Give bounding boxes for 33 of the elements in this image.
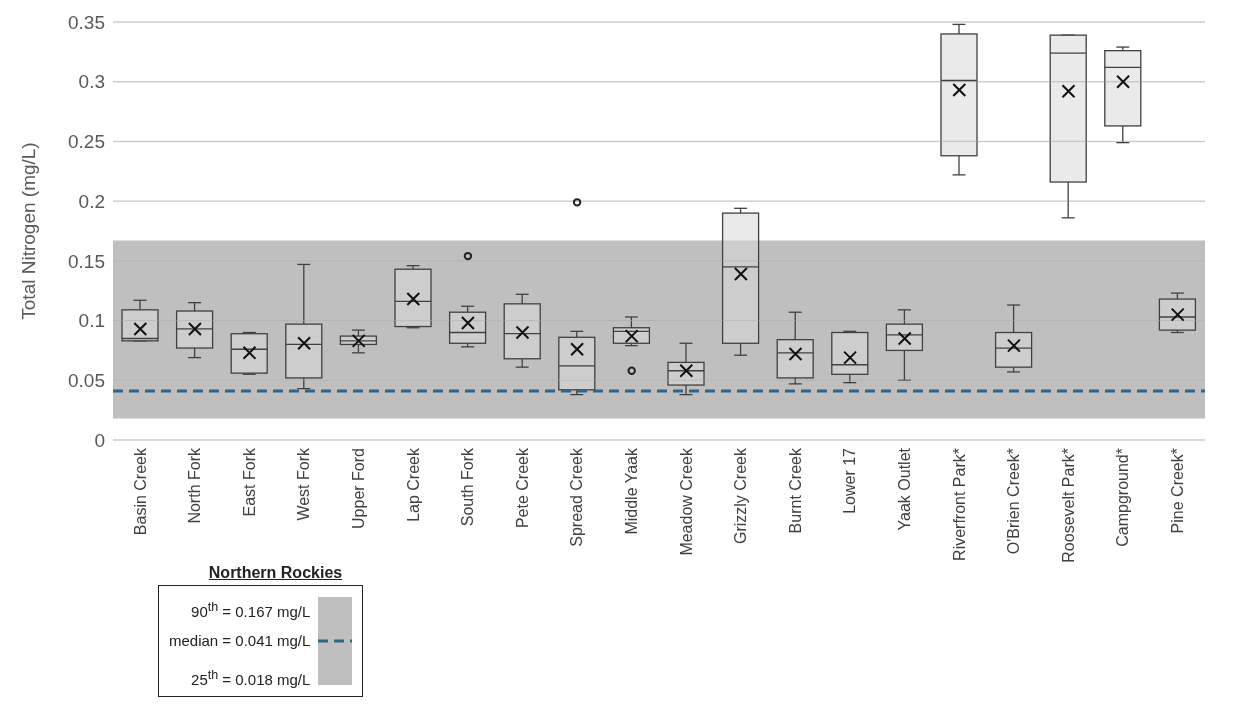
- y-tick-label: 0.3: [78, 71, 105, 93]
- legend-title: Northern Rockies: [207, 564, 344, 582]
- x-tick-label: West Fork: [295, 447, 313, 521]
- y-tick-label: 0.25: [68, 131, 105, 153]
- y-tick-label: 0: [94, 429, 105, 451]
- x-tick-label: Lower 17: [841, 447, 859, 514]
- x-tick-label: Burnt Creek: [786, 447, 804, 534]
- text: 25$^{th}$ = 0.018 mg/L: [191, 668, 311, 688]
- x-tick-label: Campground*: [1114, 448, 1132, 547]
- x-tick-label: O'Brien Creek*: [1005, 448, 1023, 555]
- x-tick-label: Middle Yaak: [623, 447, 641, 535]
- x-tick-label: Yaak Outlet: [896, 447, 914, 531]
- y-tick-label: 0.1: [78, 310, 105, 332]
- y-tick-label: 0.05: [68, 370, 105, 392]
- y-tick-label: 0.15: [68, 250, 105, 272]
- x-tick-label: Lap Creek: [404, 447, 422, 522]
- x-tick-label: Meadow Creek: [677, 447, 695, 556]
- y-tick-label: 0.2: [78, 190, 105, 212]
- legend-label: median = 0.041 mg/L: [169, 632, 311, 649]
- x-tick-label: Pete Creek: [513, 447, 531, 529]
- x-tick-label: Grizzly Creek: [732, 447, 750, 545]
- x-tick-label: Upper Ford: [350, 448, 368, 529]
- x-tick-label: Basin Creek: [131, 447, 149, 536]
- x-tick-label: North Fork: [186, 447, 204, 524]
- x-tick-label: Riverfront Park*: [950, 448, 968, 561]
- x-tick-label: Roosevelt Park*: [1059, 448, 1077, 563]
- y-tick-label: 0.35: [68, 11, 105, 33]
- x-tick-label: East Fork: [240, 447, 258, 517]
- y-axis-title: Total Nitrogen (mg/L): [17, 142, 39, 320]
- text: 90$^{th}$ = 0.167 mg/L: [191, 600, 311, 620]
- x-tick-label: South Fork: [459, 447, 477, 527]
- x-tick-label: Pine Creek*: [1169, 448, 1187, 534]
- x-tick-label: Spread Creek: [568, 447, 586, 547]
